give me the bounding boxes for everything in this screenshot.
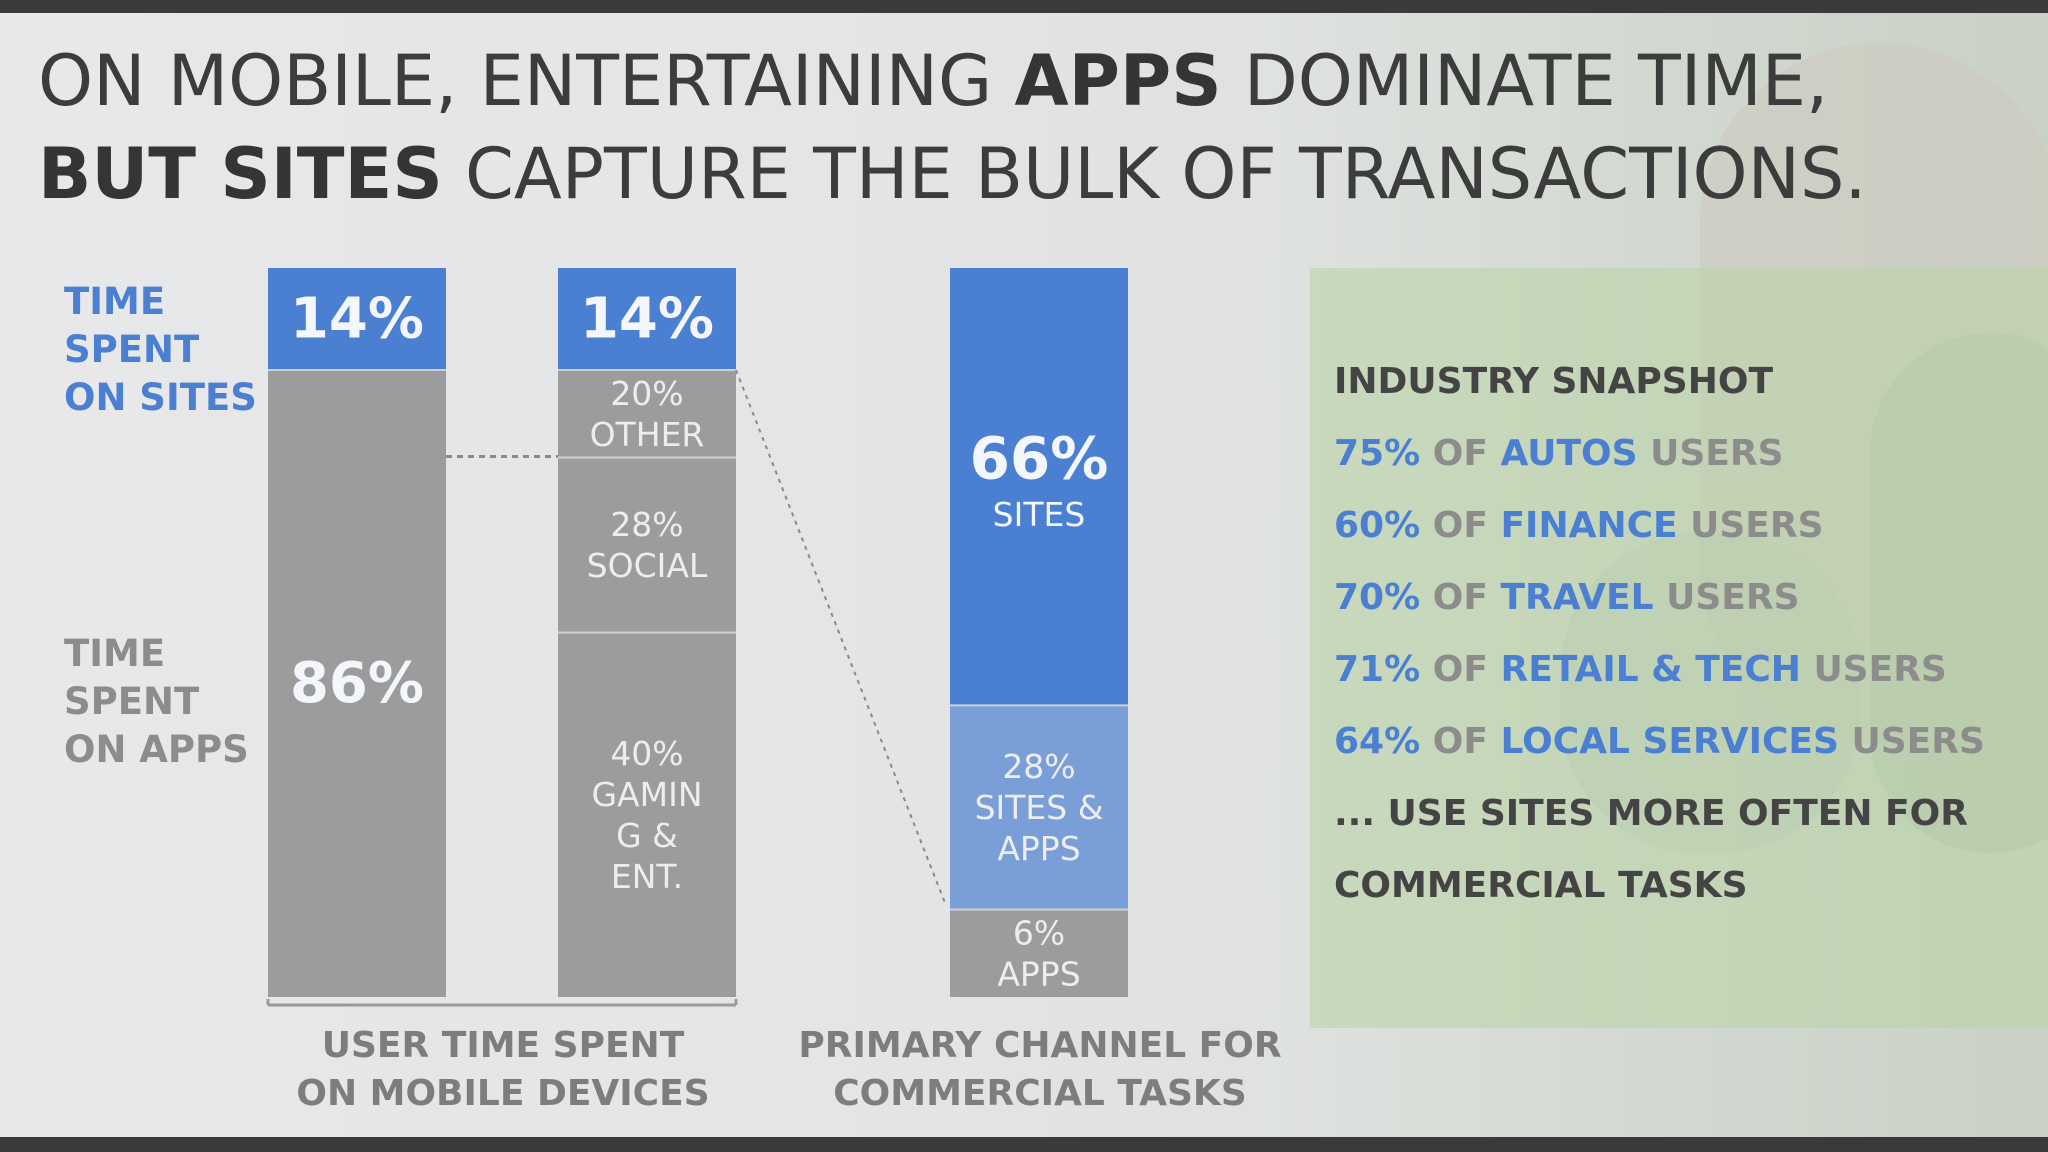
segment-label: 6% xyxy=(1013,913,1065,952)
snapshot-category: TRAVEL xyxy=(1500,577,1654,618)
segment-label: APPS xyxy=(997,829,1080,868)
bar-segment xyxy=(558,632,736,997)
time-spent-on-apps-label: TIME SPENT ON APPS xyxy=(64,630,249,774)
snapshot-percent: 70% xyxy=(1334,577,1421,618)
snapshot-of: OF xyxy=(1432,649,1488,690)
label-line: ON APPS xyxy=(64,728,249,771)
label-line: SPENT xyxy=(64,328,200,371)
caption-line: COMMERCIAL TASKS xyxy=(833,1073,1247,1114)
label-line: ON SITES xyxy=(64,376,257,419)
snapshot-category: RETAIL & TECH xyxy=(1500,649,1801,690)
segment-label: APPS xyxy=(997,954,1080,993)
segment-label: SITES xyxy=(993,495,1086,534)
segment-label: 66% xyxy=(970,425,1109,493)
snapshot-percent: 71% xyxy=(1334,649,1421,690)
chart-caption-mobile-time: USER TIME SPENT ON MOBILE DEVICES xyxy=(243,1022,763,1118)
segment-label: 20% xyxy=(610,374,683,413)
bar-segment xyxy=(268,268,446,371)
bar-segment xyxy=(268,370,446,997)
caption-line: USER TIME SPENT xyxy=(321,1025,685,1066)
snapshot-of: OF xyxy=(1432,577,1488,618)
snapshot-row: 75% OF AUTOS USERS xyxy=(1334,430,1784,478)
segment-label: OTHER xyxy=(590,415,705,454)
snapshot-of: OF xyxy=(1432,433,1488,474)
time-spent-on-sites-label: TIME SPENT ON SITES xyxy=(64,278,257,422)
segment-label: 40% xyxy=(610,734,683,773)
segment-label: 28% xyxy=(610,505,683,544)
snapshot-row: 60% OF FINANCE USERS xyxy=(1334,502,1824,550)
segment-label: 14% xyxy=(290,287,424,352)
title-part-bold: APPS xyxy=(1014,40,1222,122)
segment-label: 86% xyxy=(290,651,424,716)
snapshot-category: AUTOS xyxy=(1500,433,1638,474)
bar-segment xyxy=(950,268,1128,706)
segment-label: 14% xyxy=(580,287,714,352)
snapshot-percent: 75% xyxy=(1334,433,1421,474)
slide-title-line-2: BUT SITES CAPTURE THE BULK OF TRANSACTIO… xyxy=(38,133,1867,215)
bar-segment xyxy=(558,268,736,371)
segment-label: 28% xyxy=(1002,747,1075,786)
chart-caption-commercial-tasks: PRIMARY CHANNEL FOR COMMERCIAL TASKS xyxy=(780,1022,1300,1118)
slide-title-line-1: ON MOBILE, ENTERTAINING APPS DOMINATE TI… xyxy=(38,40,1828,122)
title-part: ON MOBILE, ENTERTAINING xyxy=(38,40,1015,122)
bar-segment xyxy=(950,705,1128,910)
snapshot-percent: 60% xyxy=(1334,505,1421,546)
snapshot-of: OF xyxy=(1432,721,1488,762)
snapshot-percent: 64% xyxy=(1334,721,1421,762)
snapshot-row: 71% OF RETAIL & TECH USERS xyxy=(1334,646,1947,694)
segment-label: GAMIN xyxy=(591,775,702,814)
bar-segment xyxy=(558,370,736,458)
snapshot-users: USERS xyxy=(1650,433,1784,474)
snapshot-users: USERS xyxy=(1813,649,1947,690)
industry-snapshot-panel: INDUSTRY SNAPSHOT 75% OF AUTOS USERS 60%… xyxy=(1310,268,2048,1028)
snapshot-row: 70% OF TRAVEL USERS xyxy=(1334,574,1800,622)
snapshot-users: USERS xyxy=(1666,577,1800,618)
label-line: SPENT xyxy=(64,680,200,723)
snapshot-heading: INDUSTRY SNAPSHOT xyxy=(1334,361,1773,402)
caption-line: PRIMARY CHANNEL FOR xyxy=(798,1025,1282,1066)
segment-label: G & xyxy=(616,816,678,855)
title-part: DOMINATE TIME, xyxy=(1221,40,1829,122)
snapshot-of: OF xyxy=(1432,505,1488,546)
caption-line: ON MOBILE DEVICES xyxy=(296,1073,710,1114)
segment-label: SITES & xyxy=(975,788,1104,827)
segment-label: SOCIAL xyxy=(587,546,708,585)
bar-segment xyxy=(558,457,736,633)
label-line: TIME xyxy=(64,632,166,675)
dotted-connector xyxy=(735,369,947,906)
title-part: CAPTURE THE BULK OF TRANSACTIONS. xyxy=(442,133,1867,215)
snapshot-footer-line: COMMERCIAL TASKS xyxy=(1334,865,1748,906)
label-line: TIME xyxy=(64,280,166,323)
snapshot-users: USERS xyxy=(1851,721,1985,762)
snapshot-category: FINANCE xyxy=(1500,505,1678,546)
snapshot-row: 64% OF LOCAL SERVICES USERS xyxy=(1334,718,1985,766)
snapshot-footer-line: ... USE SITES MORE OFTEN FOR xyxy=(1334,793,1968,834)
title-part-bold: BUT SITES xyxy=(38,133,443,215)
snapshot-users: USERS xyxy=(1690,505,1824,546)
bar-segment xyxy=(950,909,1128,997)
snapshot-category: LOCAL SERVICES xyxy=(1500,721,1839,762)
segment-label: ENT. xyxy=(611,857,683,896)
